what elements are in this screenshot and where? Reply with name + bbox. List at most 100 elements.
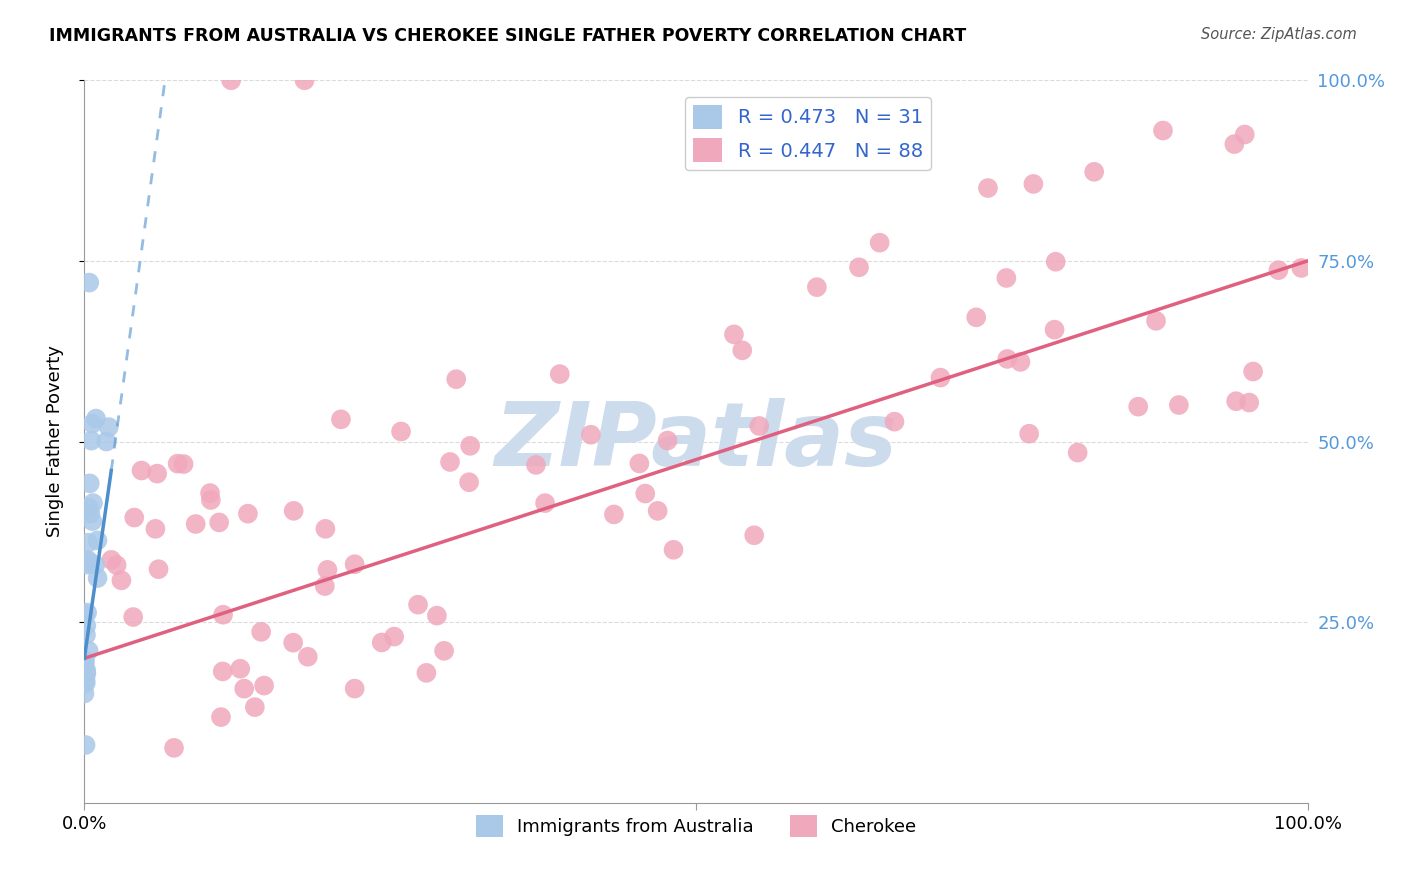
- Legend: Immigrants from Australia, Cherokee: Immigrants from Australia, Cherokee: [468, 808, 924, 845]
- Point: [1167, 398, 1189, 412]
- Point: [82, 417, 104, 431]
- Point: [84, 411, 107, 425]
- Point: [77, 500, 100, 515]
- Point: [389, 425, 412, 439]
- Point: [75, 666, 97, 681]
- Point: [406, 598, 429, 612]
- Point: [82, 514, 104, 528]
- Text: Source: ZipAtlas.com: Source: ZipAtlas.com: [1201, 27, 1357, 42]
- Point: [148, 562, 170, 576]
- Point: [77, 535, 100, 549]
- Point: [742, 528, 765, 542]
- Point: [1066, 445, 1088, 459]
- Point: [166, 457, 188, 471]
- Point: [426, 608, 449, 623]
- Point: [628, 457, 651, 471]
- Point: [75, 628, 97, 642]
- Point: [314, 522, 336, 536]
- Point: [100, 553, 122, 567]
- Point: [1237, 395, 1260, 409]
- Point: [283, 504, 305, 518]
- Point: [647, 504, 669, 518]
- Point: [748, 419, 770, 434]
- Point: [382, 630, 405, 644]
- Point: [86, 571, 108, 585]
- Point: [929, 370, 952, 384]
- Point: [657, 434, 679, 448]
- Point: [243, 700, 266, 714]
- Point: [1291, 260, 1313, 275]
- Point: [548, 367, 571, 381]
- Point: [343, 681, 366, 696]
- Point: [371, 635, 394, 649]
- Point: [330, 412, 353, 426]
- Point: [212, 607, 235, 622]
- Point: [415, 665, 437, 680]
- Point: [806, 280, 828, 294]
- Point: [73, 607, 96, 622]
- Point: [444, 372, 467, 386]
- Y-axis label: Single Father Poverty: Single Father Poverty: [45, 345, 63, 538]
- Point: [731, 343, 754, 358]
- Point: [86, 533, 108, 548]
- Point: [97, 420, 120, 434]
- Point: [458, 439, 481, 453]
- Point: [458, 475, 481, 490]
- Point: [110, 574, 132, 588]
- Point: [848, 260, 870, 275]
- Point: [209, 710, 232, 724]
- Point: [173, 457, 195, 471]
- Point: [1144, 314, 1167, 328]
- Point: [1128, 400, 1150, 414]
- Point: [1022, 177, 1045, 191]
- Point: [75, 653, 97, 667]
- Point: [343, 558, 366, 572]
- Point: [73, 657, 96, 671]
- Point: [79, 507, 101, 521]
- Point: [1225, 394, 1247, 409]
- Point: [208, 516, 231, 530]
- Point: [131, 463, 153, 477]
- Point: [1083, 165, 1105, 179]
- Point: [75, 738, 97, 752]
- Point: [433, 644, 456, 658]
- Point: [219, 73, 242, 87]
- Point: [211, 665, 233, 679]
- Point: [283, 636, 305, 650]
- Point: [76, 558, 98, 572]
- Point: [75, 553, 97, 567]
- Point: [534, 496, 557, 510]
- Point: [77, 644, 100, 658]
- Point: [198, 486, 221, 500]
- Point: [995, 351, 1018, 366]
- Point: [236, 507, 259, 521]
- Point: [84, 558, 107, 572]
- Point: [965, 310, 987, 325]
- Point: [233, 681, 256, 696]
- Point: [995, 271, 1018, 285]
- Point: [75, 663, 97, 677]
- Point: [75, 676, 97, 690]
- Point: [122, 610, 145, 624]
- Point: [75, 618, 97, 632]
- Point: [977, 181, 1000, 195]
- Point: [723, 327, 745, 342]
- Point: [1233, 128, 1256, 142]
- Point: [77, 553, 100, 567]
- Point: [229, 662, 252, 676]
- Point: [603, 508, 626, 522]
- Point: [79, 557, 101, 571]
- Point: [96, 434, 118, 449]
- Point: [200, 493, 222, 508]
- Point: [1018, 426, 1040, 441]
- Point: [634, 486, 657, 500]
- Point: [163, 740, 186, 755]
- Point: [75, 673, 97, 688]
- Point: [250, 624, 273, 639]
- Point: [1043, 323, 1066, 337]
- Point: [524, 458, 547, 472]
- Point: [105, 558, 128, 572]
- Point: [1267, 263, 1289, 277]
- Point: [314, 579, 336, 593]
- Point: [1152, 123, 1174, 137]
